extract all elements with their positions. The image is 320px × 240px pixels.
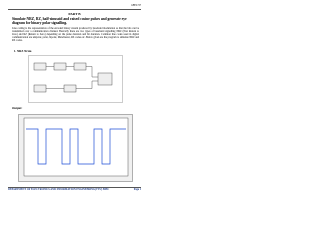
paragraph: Line coding is the representation of the… bbox=[12, 27, 139, 42]
page: 18EC37 PART B Simulate NRZ, RZ, half-sin… bbox=[0, 0, 149, 198]
header-rule bbox=[8, 9, 141, 10]
header-code: 18EC37 bbox=[131, 3, 141, 7]
output-plot bbox=[18, 114, 133, 182]
output-label: Output: bbox=[12, 106, 23, 110]
heading: Simulate NRZ, RZ, half-sinusoid and rais… bbox=[12, 17, 127, 26]
block-diagram bbox=[28, 55, 123, 103]
part-title: PART B bbox=[68, 12, 81, 16]
section-title: 1. NRZ Nrzm bbox=[14, 49, 32, 53]
footer-dept: DEPARTMENT OF ELECTRONICS AND INFORMATIO… bbox=[8, 188, 110, 191]
footer-page: Page 1 bbox=[133, 188, 141, 191]
footer-rule bbox=[8, 187, 141, 188]
